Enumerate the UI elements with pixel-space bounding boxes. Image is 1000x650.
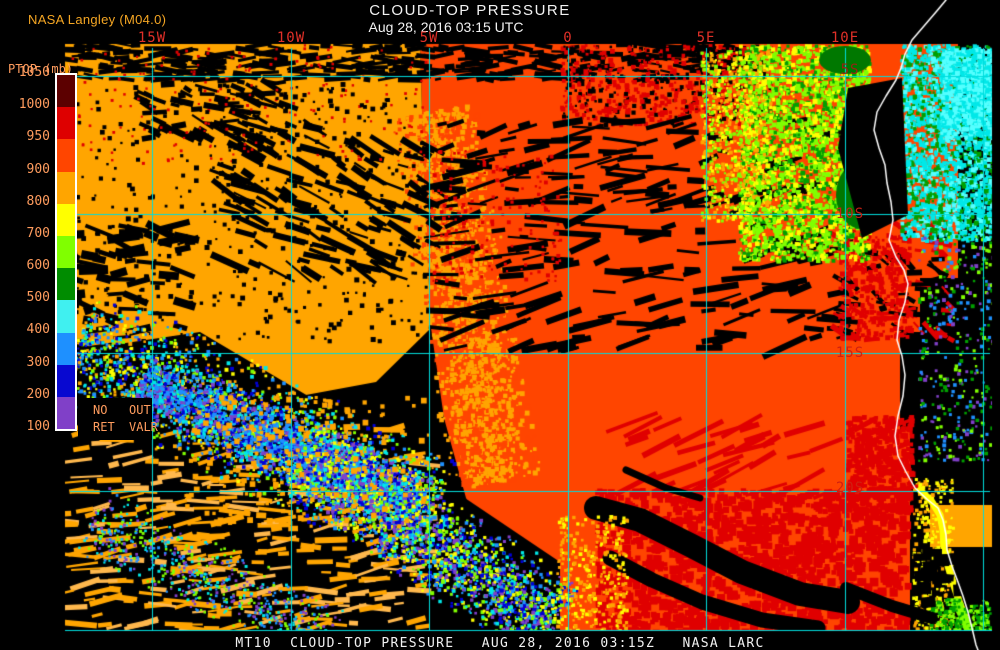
colorbar-segment: [57, 396, 75, 430]
colorbar-segment: [57, 235, 75, 269]
latitude-label: 15S: [835, 345, 865, 361]
page-title: CLOUD-TOP PRESSURE: [369, 2, 571, 19]
legend-label: VALR: [129, 420, 158, 434]
agency-label: NASA Langley (M04.0): [28, 12, 167, 27]
colorbar-tick-label: 700: [26, 226, 50, 242]
legend-label: OUT: [129, 403, 151, 417]
longitude-label: 15W: [137, 30, 167, 46]
longitude-label: 0: [563, 30, 573, 46]
colorbar-tick-label: 900: [26, 161, 50, 177]
colorbar-tick-labels: 1050 1000 950 900 800 700 600 500 400 300 200 100: [0, 65, 52, 435]
longitude-label: 5W: [419, 30, 439, 46]
colorbar-segment: [57, 300, 75, 333]
timestamp-subtitle: Aug 28, 2016 03:15 UTC: [368, 19, 524, 35]
colorbar-tick-label: 1000: [18, 97, 50, 113]
status-bar: MT10 CLOUD-TOP PRESSURE AUG 28, 2016 03:…: [235, 636, 765, 650]
colorbar-tick-label: 400: [26, 322, 50, 338]
longitude-label: 10E: [830, 30, 860, 46]
colorbar-segment: [57, 107, 75, 140]
colorbar-segment: [57, 203, 75, 236]
longitude-label: 5E: [696, 30, 716, 46]
colorbar-segment: [57, 332, 75, 365]
colorbar-tick-label: 100: [26, 419, 50, 435]
colorbar-segment: [57, 364, 75, 397]
colorbar-segment: [57, 171, 75, 204]
colorbar-segment: [57, 75, 75, 108]
latitude-label: 10S: [835, 206, 865, 222]
colorbar-tick-label: 200: [26, 387, 50, 403]
retrieval-legend: NO OUT RET VALR: [78, 398, 158, 440]
colorbar-tick-label: 500: [26, 290, 50, 306]
colorbar-title: PTOP (mb): [8, 62, 74, 76]
longitude-label: 10W: [276, 30, 306, 46]
latitude-label: 20S: [835, 480, 865, 496]
colorbar-tick-label: 1050: [18, 65, 50, 81]
colorbar-segment: [57, 139, 75, 172]
colorbar-tick-label: 800: [26, 193, 50, 209]
pressure-colorbar: [55, 73, 77, 431]
colorbar-tick-label: 300: [26, 354, 50, 370]
legend-label: NO: [93, 403, 108, 417]
colorbar-tick-label: 950: [26, 129, 50, 145]
legend-label: RET: [93, 420, 115, 434]
colorbar-segment: [57, 268, 75, 301]
colorbar-tick-label: 600: [26, 258, 50, 274]
latitude-label: 5S: [840, 62, 860, 78]
